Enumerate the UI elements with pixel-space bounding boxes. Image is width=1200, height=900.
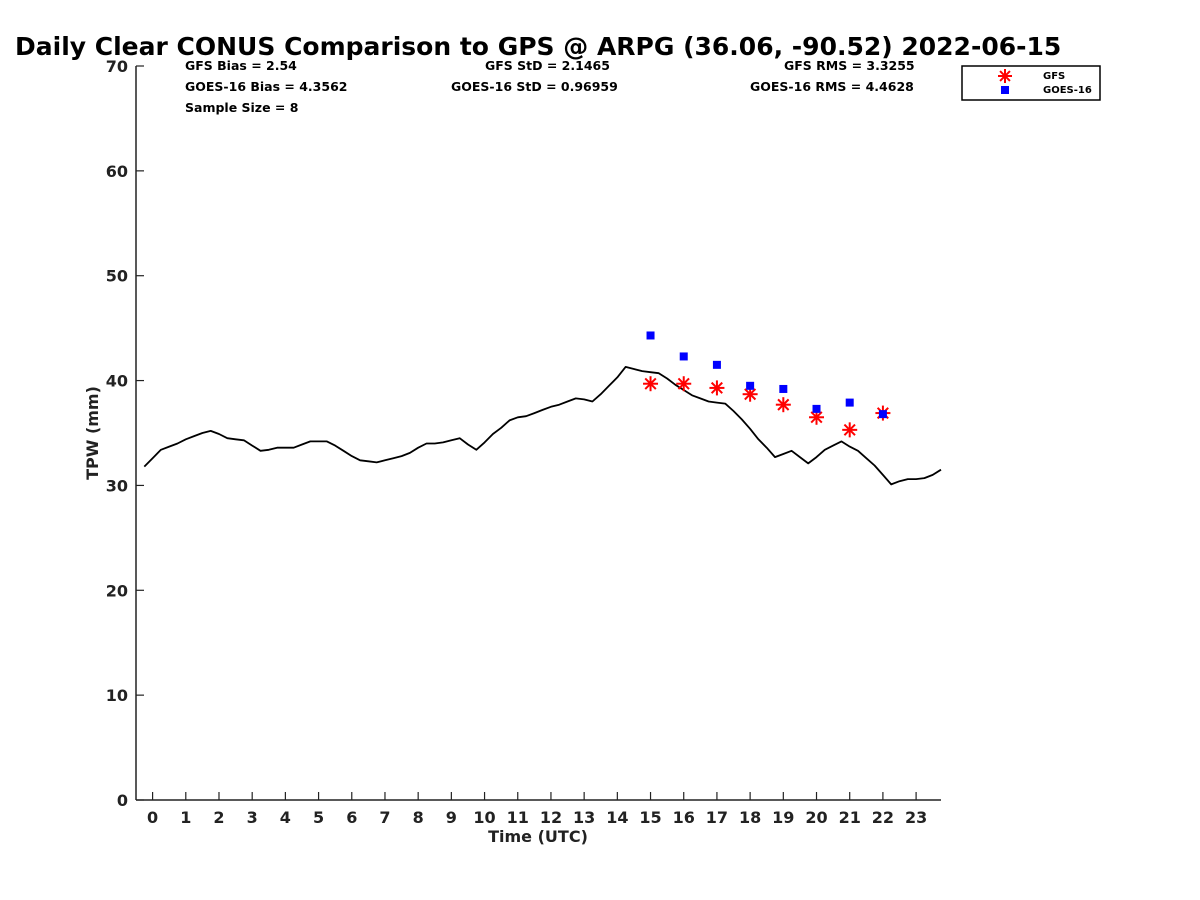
x-tick-label: 9 <box>446 808 457 827</box>
legend-gfs-marker <box>998 69 1012 83</box>
x-tick-label: 8 <box>413 808 424 827</box>
goes-16-point <box>812 404 821 413</box>
gfs-std-stat: GFS StD = 2.1465 <box>485 58 610 73</box>
y-tick-label: 10 <box>106 686 128 705</box>
goes-16-point <box>779 384 788 393</box>
legend: GFS GOES-16 <box>961 65 1101 101</box>
x-tick-label: 10 <box>473 808 495 827</box>
x-tick-label: 6 <box>346 808 357 827</box>
gfs-point <box>643 376 659 392</box>
x-tick-label: 17 <box>706 808 728 827</box>
goes-16-point <box>646 331 655 340</box>
x-tick-label: 16 <box>673 808 695 827</box>
y-tick-label: 60 <box>106 162 128 181</box>
y-tick-label: 50 <box>106 267 128 286</box>
legend-goes-marker <box>1001 86 1009 94</box>
goes-rms-stat: GOES-16 RMS = 4.4628 <box>750 79 914 94</box>
x-tick-label: 11 <box>507 808 529 827</box>
y-tick-label: 40 <box>106 372 128 391</box>
sample-size-stat: Sample Size = 8 <box>185 100 298 115</box>
x-tick-label: 2 <box>213 808 224 827</box>
x-tick-label: 19 <box>772 808 794 827</box>
goes-16-point <box>679 352 688 361</box>
gfs-bias-stat: GFS Bias = 2.54 <box>185 58 297 73</box>
x-tick-label: 18 <box>739 808 761 827</box>
x-tick-label: 5 <box>313 808 324 827</box>
goes-16-point <box>746 381 755 390</box>
goes-16-point <box>845 398 854 407</box>
x-tick-label: 13 <box>573 808 595 827</box>
x-tick-label: 7 <box>379 808 390 827</box>
legend-gfs-label: GFS <box>1043 71 1065 82</box>
x-tick-label: 12 <box>540 808 562 827</box>
x-tick-label: 1 <box>180 808 191 827</box>
goes-16-point <box>712 360 721 369</box>
legend-box <box>961 65 1101 101</box>
gfs-point <box>775 397 791 413</box>
goes-16-point <box>878 410 887 419</box>
x-tick-label: 21 <box>839 808 861 827</box>
goes-bias-stat: GOES-16 Bias = 4.3562 <box>185 79 347 94</box>
legend-goes-label: GOES-16 <box>1043 85 1092 96</box>
x-axis-label: Time (UTC) <box>488 827 588 846</box>
legend-gfs-asterisk <box>998 69 1012 83</box>
gfs-point <box>676 376 692 392</box>
gfs-rms-stat: GFS RMS = 3.3255 <box>784 58 915 73</box>
gfs-point <box>842 422 858 438</box>
plot-area <box>143 331 942 486</box>
x-tick-label: 23 <box>905 808 927 827</box>
x-tick-label: 4 <box>280 808 291 827</box>
x-tick-label: 20 <box>805 808 827 827</box>
x-tick-label: 15 <box>639 808 661 827</box>
gfs-point <box>709 380 725 396</box>
x-tick-label: 14 <box>606 808 628 827</box>
gps-tpw-line <box>143 365 942 486</box>
y-axis-label: TPW (mm) <box>83 386 102 480</box>
goes-std-stat: GOES-16 StD = 0.96959 <box>451 79 618 94</box>
x-tick-label: 22 <box>872 808 894 827</box>
x-tick-label: 3 <box>247 808 258 827</box>
y-tick-label: 70 <box>106 57 128 76</box>
y-tick-label: 0 <box>117 791 128 810</box>
chart-title: Daily Clear CONUS Comparison to GPS @ AR… <box>15 32 1061 61</box>
y-tick-label: 30 <box>106 476 128 495</box>
y-tick-label: 20 <box>106 581 128 600</box>
x-tick-label: 0 <box>147 808 158 827</box>
